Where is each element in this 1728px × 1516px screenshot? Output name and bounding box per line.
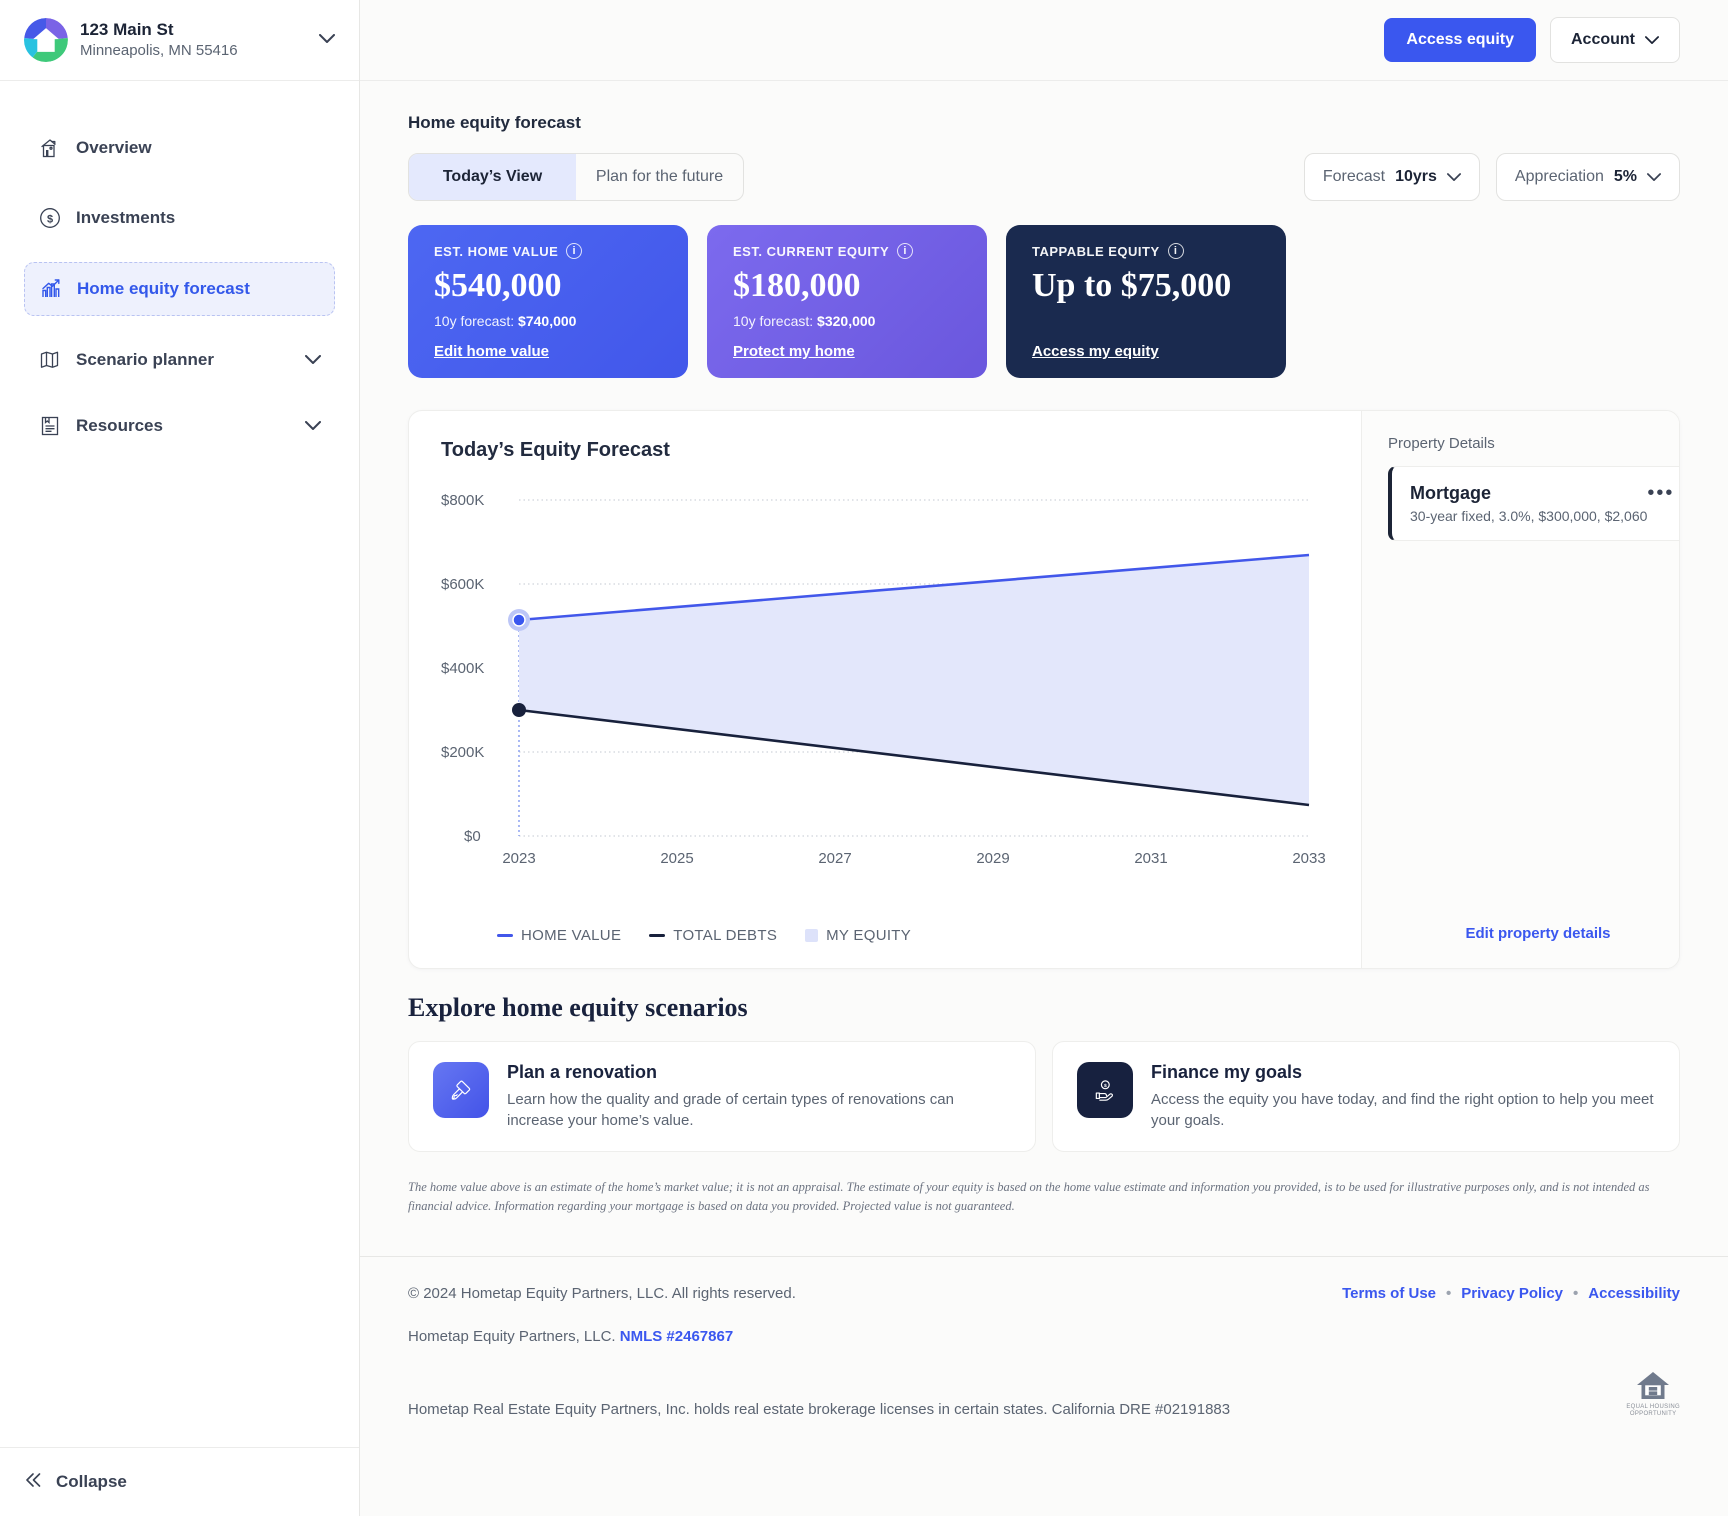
svg-text:2023: 2023 bbox=[502, 850, 535, 867]
svg-text:$600K: $600K bbox=[441, 576, 484, 593]
svg-text:$400K: $400K bbox=[441, 660, 484, 677]
svg-text:$: $ bbox=[1104, 1083, 1107, 1089]
svg-text:$800K: $800K bbox=[441, 492, 484, 509]
svg-text:$: $ bbox=[47, 213, 53, 225]
svg-text:$0: $0 bbox=[464, 828, 481, 845]
svg-text:2027: 2027 bbox=[818, 850, 851, 867]
svg-text:2025: 2025 bbox=[660, 850, 693, 867]
svg-text:2033: 2033 bbox=[1292, 850, 1325, 867]
svg-text:2029: 2029 bbox=[976, 850, 1009, 867]
svg-text:2031: 2031 bbox=[1134, 850, 1167, 867]
svg-text:$200K: $200K bbox=[441, 744, 484, 761]
